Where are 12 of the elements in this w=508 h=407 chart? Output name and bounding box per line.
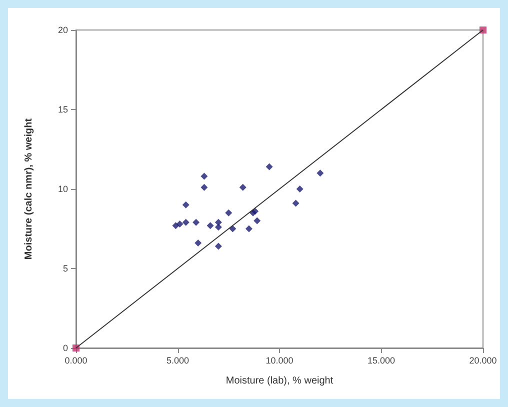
y-tick-label: 5 <box>62 264 68 274</box>
y-tick-label: 10 <box>58 184 68 194</box>
x-tick-label: 5.000 <box>166 356 190 366</box>
y-axis-title: Moisture (calc nmr), % weight <box>24 118 34 260</box>
y-tick-label: 20 <box>58 25 68 35</box>
x-tick-label: 10.000 <box>266 356 294 366</box>
x-tick-label: 20.000 <box>469 356 497 366</box>
x-axis-title: Moisture (lab), % weight <box>226 376 334 386</box>
x-tick-label: 0.000 <box>64 356 88 366</box>
x-tick-label: 15.000 <box>367 356 396 366</box>
y-tick-label: 0 <box>62 343 68 353</box>
y-tick-label: 15 <box>58 104 68 114</box>
